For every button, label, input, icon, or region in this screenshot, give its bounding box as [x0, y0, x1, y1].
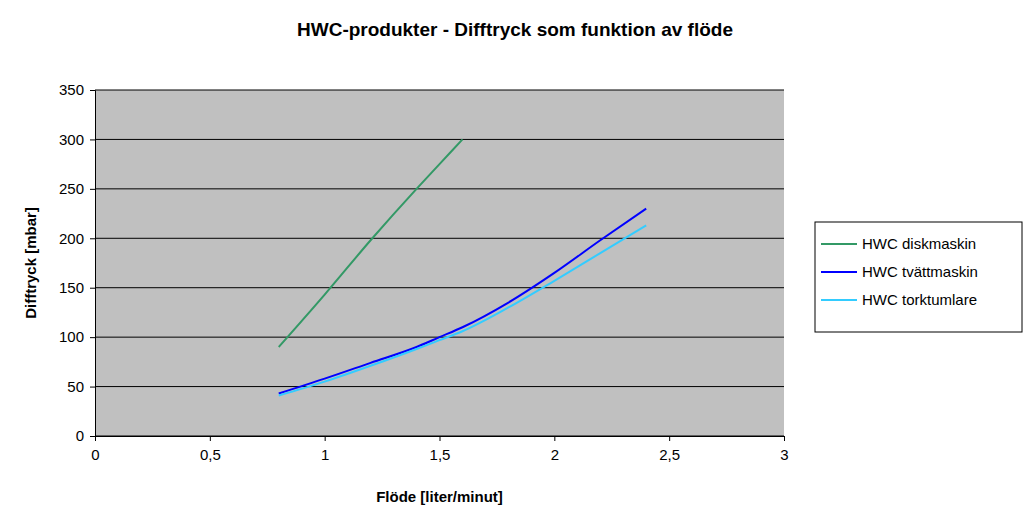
tick-label: 1 [321, 446, 329, 463]
axis-line [96, 437, 785, 442]
tick-label: 150 [59, 279, 84, 296]
tick: 2 [551, 436, 559, 463]
tick-label: 0 [91, 446, 99, 463]
tick: 150 [59, 279, 95, 296]
legend-label: HWC diskmaskin [862, 235, 976, 252]
x-axis-title: Flöde [liter/minut] [376, 488, 503, 505]
tick-label: 2,5 [659, 446, 680, 463]
tick-mark [325, 436, 326, 441]
x-axis: 0 0,5 1 1,5 2 2,5 3 [91, 436, 788, 463]
tick-label: 0,5 [200, 446, 221, 463]
y-axis: 0 50 100 150 200 250 300 350 [59, 81, 96, 444]
legend: HWC diskmaskin HWC tvättmaskin HWC torktum… [815, 222, 1022, 332]
tick-mark [90, 90, 95, 91]
tick-label: 100 [59, 328, 84, 345]
legend-swatch [821, 299, 857, 301]
tick: 300 [59, 131, 95, 148]
chart: 0 0,5 1 1,5 2 2,5 3 0 50 100 150 200 250 300 350 HWC-pr… [0, 0, 1030, 519]
legend-swatch [821, 243, 857, 245]
series-line [279, 139, 463, 347]
y-axis-title: Difftryck [mbar] [22, 207, 39, 319]
tick-label: 250 [59, 180, 84, 197]
grid-line [95, 188, 784, 189]
tick-label: 1,5 [430, 446, 451, 463]
tick: 250 [59, 180, 95, 197]
legend-box [815, 222, 1022, 332]
tick: 50 [67, 378, 95, 395]
legend-swatch [821, 271, 857, 273]
grid-line [95, 238, 784, 239]
plot-background [95, 90, 784, 436]
tick: 1,5 [430, 436, 451, 463]
tick: 3 [780, 436, 788, 463]
series-line [279, 209, 646, 394]
grid-line [95, 287, 784, 288]
axis-line [90, 91, 96, 437]
tick-label: 3 [780, 446, 788, 463]
series-line [279, 225, 646, 395]
chart-title: HWC-produkter - Difftryck som funktion a… [297, 19, 733, 40]
tick-label: 2 [551, 446, 559, 463]
tick: 1 [321, 436, 329, 463]
tick-mark [210, 436, 211, 441]
tick: 2,5 [659, 436, 680, 463]
tick: 350 [59, 81, 95, 98]
tick-mark [90, 436, 95, 437]
tick-label: 350 [59, 81, 84, 98]
tick: 100 [59, 328, 95, 345]
tick-label: 200 [59, 230, 84, 247]
tick-mark [90, 337, 95, 338]
tick: 0,5 [200, 436, 221, 463]
grid-line [95, 139, 784, 140]
grid-line [95, 90, 784, 91]
tick-mark [90, 189, 95, 190]
tick-label: 50 [67, 378, 84, 395]
tick-label: 300 [59, 131, 84, 148]
tick-mark [90, 238, 95, 239]
tick: 200 [59, 230, 95, 247]
series-group [279, 139, 646, 395]
tick: 0 [76, 427, 95, 444]
tick-mark [554, 436, 555, 441]
tick-mark [784, 436, 785, 441]
tick-mark [90, 387, 95, 388]
tick-mark [90, 139, 95, 140]
tick-mark [90, 288, 95, 289]
tick-mark [669, 436, 670, 441]
tick-mark [440, 436, 441, 441]
grid-line [95, 386, 784, 387]
tick: 0 [91, 436, 99, 463]
grid [95, 90, 784, 436]
tick-label: 0 [76, 427, 84, 444]
legend-label: HWC torktumlare [862, 291, 977, 308]
legend-label: HWC tvättmaskin [862, 263, 978, 280]
